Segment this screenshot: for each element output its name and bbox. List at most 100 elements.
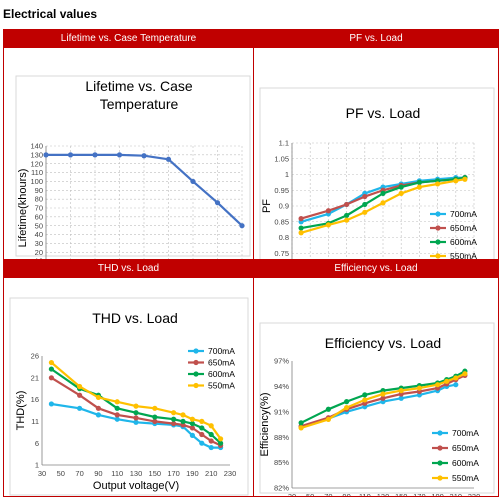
y-tick-label: 90	[35, 186, 43, 195]
series-line	[300, 383, 457, 429]
data-point	[435, 382, 441, 388]
data-point	[165, 156, 172, 162]
x-tick-label: 150	[149, 469, 162, 478]
data-point	[92, 152, 98, 158]
data-point	[190, 178, 196, 185]
y-tick-label: 130	[30, 150, 43, 159]
y-tick-label: 70	[35, 204, 43, 213]
data-point	[325, 406, 331, 412]
data-point	[362, 201, 368, 208]
legend-entry: 550mA	[450, 251, 477, 259]
data-point	[208, 438, 214, 444]
data-point	[114, 412, 120, 418]
y-tick-label: 40	[35, 230, 43, 239]
chart-efficiency-vs-load: 82% 85% 88% 91% 94% 97% 30 50 70 90 110 130 150 170 19…	[259, 322, 495, 496]
legend-swatch-marker	[435, 225, 441, 231]
data-point	[380, 395, 386, 401]
data-point	[298, 425, 304, 431]
data-point	[380, 200, 386, 206]
y-tick-label: 82%	[274, 484, 289, 493]
legend-swatch-marker	[437, 460, 443, 466]
legend-entry: 600mA	[208, 369, 235, 379]
y-tick-label: 91%	[274, 407, 289, 416]
y-tick-label: 0.75	[274, 249, 289, 258]
data-point	[141, 153, 147, 159]
data-point	[344, 201, 350, 208]
y-axis-label: THD(%)	[15, 391, 27, 431]
chart-title: PF vs. Load	[346, 105, 421, 121]
chart-title: Lifetime vs. Case	[85, 78, 193, 94]
y-tick-label: 50	[35, 221, 43, 230]
y-tick-label: 97%	[274, 357, 289, 366]
x-tick-label: 230	[468, 492, 481, 496]
chart-title: Efficiency vs. Load	[325, 335, 441, 351]
data-point	[298, 216, 304, 222]
legend-entry: 650mA	[208, 358, 235, 368]
chart-title: Temperature	[100, 96, 179, 112]
x-tick-label: 30	[38, 469, 46, 478]
y-tick-label: 21	[31, 373, 39, 382]
data-point	[453, 382, 459, 388]
data-point	[416, 385, 422, 391]
panel-efficiency: Efficiency vs. Load 82% 85% 88% 91% 94% 97% 30…	[253, 259, 499, 497]
legend-swatch-marker	[435, 253, 441, 259]
x-tick-label: 30	[288, 492, 296, 496]
data-point	[171, 410, 177, 416]
x-tick-label: 90	[342, 492, 350, 496]
data-point	[116, 152, 123, 158]
y-tick-label: 20	[35, 248, 43, 257]
data-point	[114, 416, 120, 422]
data-point	[362, 209, 368, 215]
data-point	[344, 217, 350, 223]
data-point	[362, 193, 368, 200]
data-point	[48, 366, 55, 372]
legend-entry: 650mA	[450, 223, 477, 233]
y-tick-label: 0.8	[279, 233, 289, 242]
data-point	[77, 383, 83, 390]
y-tick-label: 1	[35, 461, 39, 470]
data-point	[344, 212, 350, 219]
data-point	[48, 375, 55, 381]
series-line	[300, 178, 466, 234]
data-point	[380, 190, 386, 196]
data-point	[453, 178, 459, 184]
data-point	[398, 395, 404, 401]
x-tick-label: 130	[377, 492, 390, 496]
y-tick-label: 30	[35, 239, 43, 248]
y-tick-label: 94%	[274, 382, 289, 391]
x-tick-label: 130	[130, 469, 143, 478]
data-point	[325, 208, 331, 214]
data-point	[95, 394, 101, 401]
x-tick-label: 230	[224, 469, 237, 478]
data-point	[462, 176, 468, 182]
data-point	[77, 392, 83, 398]
y-tick-label: 11	[31, 417, 39, 426]
y-tick-label: 100	[30, 177, 43, 186]
data-point	[218, 440, 224, 446]
data-point	[152, 414, 158, 420]
data-point	[133, 415, 139, 421]
x-axis-label: Output voltage(V)	[93, 480, 179, 492]
data-point	[325, 222, 331, 228]
data-point	[95, 412, 101, 418]
y-tick-label: 85%	[274, 458, 289, 467]
data-point	[416, 179, 422, 185]
data-point	[189, 425, 195, 431]
x-tick-label: 170	[167, 469, 180, 478]
x-tick-label: 110	[111, 469, 123, 478]
data-point	[208, 431, 214, 438]
x-tick-label: 170	[413, 492, 426, 496]
x-tick-label: 110	[359, 492, 371, 496]
data-point	[362, 392, 368, 398]
data-point	[199, 418, 205, 424]
x-tick-label: 210	[205, 469, 218, 478]
data-point	[199, 431, 205, 438]
y-tick-label: 110	[31, 168, 43, 177]
data-point	[171, 420, 177, 427]
chart-area	[9, 297, 249, 496]
panel-header: THD vs. Load	[4, 260, 253, 278]
panel-pf: PF vs. Load 0.70.750.80.850.90.9511.051.…	[253, 29, 499, 260]
data-point	[48, 401, 55, 407]
legend-entry: 700mA	[452, 428, 479, 438]
data-point	[298, 230, 304, 236]
